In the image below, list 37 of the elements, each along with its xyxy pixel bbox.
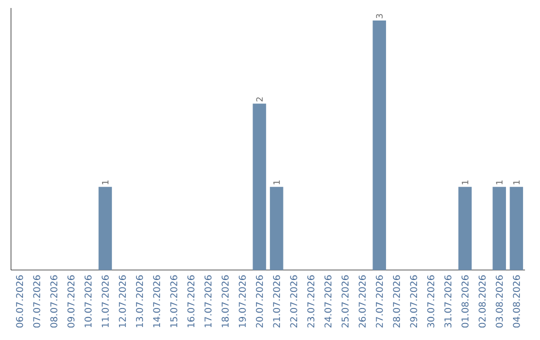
x-tick-label: 29.07.2026 [410, 275, 418, 328]
data-label: 1 [273, 180, 280, 184]
x-tick-label: 18.07.2026 [222, 275, 229, 328]
data-label: 3 [376, 14, 383, 18]
x-tick-label: 16.07.2026 [187, 275, 194, 328]
x-tick-label: 25.07.2026 [342, 275, 349, 328]
x-tick-label: 14.07.2026 [153, 275, 160, 328]
data-label: 1 [102, 180, 108, 184]
x-tick-label: 07.07.2026 [33, 275, 40, 328]
data-label: 1 [496, 180, 502, 184]
x-tick-label: 24.07.2026 [324, 275, 332, 328]
x-tick-label: 10.07.2026 [84, 275, 92, 328]
x-tick-label: 08.07.2026 [50, 275, 58, 328]
x-tick-label: 01.08.2026 [462, 275, 469, 328]
x-tick-label: 27.07.2026 [376, 275, 383, 328]
x-tick-label: 22.07.2026 [290, 275, 298, 328]
x-tick-label: 11.07.2026 [102, 275, 109, 328]
x-tick-label: 19.07.2026 [238, 275, 246, 328]
x-tick-label: 04.08.2026 [512, 275, 520, 328]
x-tick-label: 15.07.2026 [170, 275, 178, 328]
x-tick-label: 12.07.2026 [118, 275, 126, 328]
data-label: 1 [462, 180, 468, 184]
x-tick-label: 06.07.2026 [16, 275, 24, 328]
x-tick-label: 21.07.2026 [273, 275, 280, 328]
x-tick-label: 02.08.2026 [478, 275, 486, 328]
x-tick-label: 13.07.2026 [136, 275, 144, 328]
data-label: 1 [513, 180, 520, 184]
x-tick-label: 28.07.2026 [392, 275, 400, 328]
x-tick-label: 30.07.2026 [427, 275, 434, 328]
x-tick-label: 31.07.2026 [444, 275, 452, 328]
x-tick-label: 26.07.2026 [358, 275, 366, 328]
data-label: 2 [256, 97, 263, 102]
x-tick-label: 17.07.2026 [204, 275, 212, 328]
x-tick-label: 20.07.2026 [256, 275, 263, 328]
x-tick-label: 09.07.2026 [67, 275, 74, 328]
x-tick-label: 23.07.2026 [307, 275, 314, 328]
x-tick-label: 03.08.2026 [496, 275, 503, 328]
